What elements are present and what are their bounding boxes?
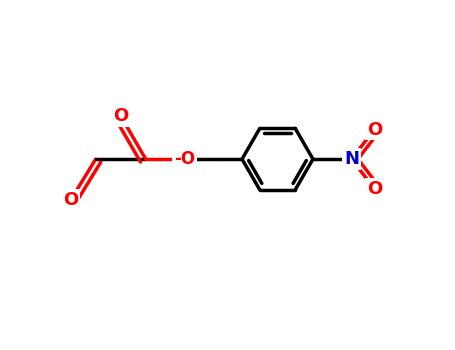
Text: O: O bbox=[367, 120, 382, 139]
Text: N: N bbox=[344, 150, 359, 168]
Text: O: O bbox=[367, 180, 382, 198]
Text: O: O bbox=[63, 191, 78, 209]
Text: O: O bbox=[113, 107, 128, 125]
Text: -O: -O bbox=[174, 150, 195, 168]
